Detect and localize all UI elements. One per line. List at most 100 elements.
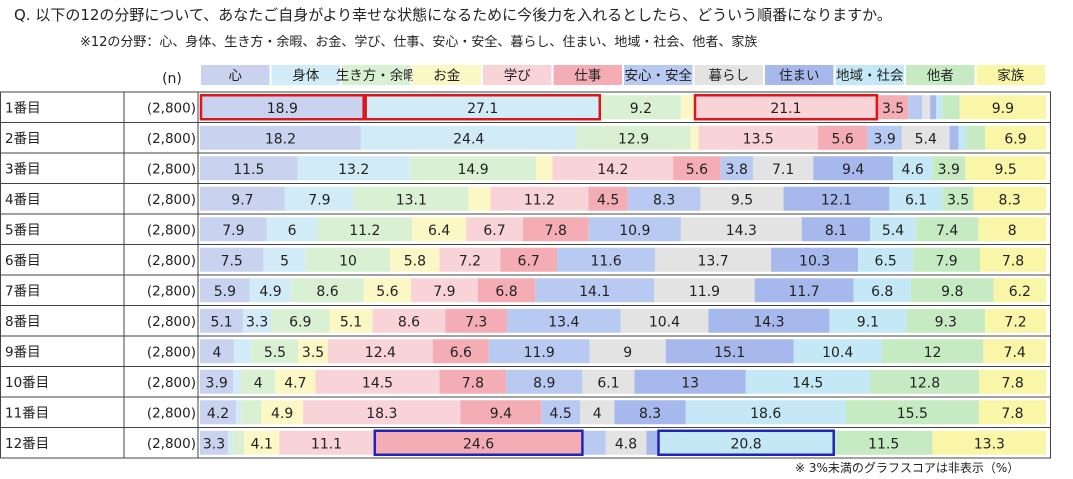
data-label: 6.2 xyxy=(1009,284,1031,300)
row-label: 7番目 xyxy=(5,283,41,299)
data-label: 9.8 xyxy=(941,284,963,300)
data-label: 4 xyxy=(593,406,602,422)
data-label: 3.9 xyxy=(874,131,896,147)
legend-label: 住まい xyxy=(779,68,820,84)
data-label: 9.1 xyxy=(857,314,879,330)
bar-segment xyxy=(583,430,606,455)
bar-segment xyxy=(932,156,966,181)
bar-segment xyxy=(200,308,244,333)
legend-swatch xyxy=(624,65,693,85)
data-label: 7.8 xyxy=(1001,406,1023,422)
bar-segment xyxy=(959,95,1046,120)
bar-segment xyxy=(930,95,937,120)
data-label: 4.5 xyxy=(550,406,572,422)
data-label: 13.7 xyxy=(698,253,729,269)
legend-label: お金 xyxy=(433,68,460,84)
bar-segment xyxy=(243,308,272,333)
bar-segment xyxy=(834,430,933,455)
row-n: (2,800) xyxy=(147,283,196,299)
bar-segment xyxy=(605,430,647,455)
bar-segment xyxy=(291,278,364,303)
question-title: Q. 以下の12の分野について、あなたご自身がより幸せな状態になるために今後力を… xyxy=(14,6,892,24)
bar-segment xyxy=(266,217,318,242)
bar-segment xyxy=(665,339,794,364)
bar-segment xyxy=(200,217,267,242)
bar-segment xyxy=(655,247,772,272)
data-label: 13.4 xyxy=(548,314,579,330)
data-label: 8.6 xyxy=(398,314,420,330)
data-label: 5.6 xyxy=(376,284,398,300)
data-label: 11.5 xyxy=(233,162,264,178)
bar-segment xyxy=(942,95,960,120)
bar-segment xyxy=(315,369,440,394)
bar-segment xyxy=(200,339,234,364)
bar-segment xyxy=(390,247,440,272)
bar-segment xyxy=(908,95,923,120)
bar-segment xyxy=(200,156,298,181)
data-label: 10.3 xyxy=(799,253,830,269)
bar-segment xyxy=(364,95,601,120)
bar-segment xyxy=(589,339,666,364)
bar-segment xyxy=(372,308,446,333)
data-label: 6.9 xyxy=(1004,131,1026,147)
data-label: 6.8 xyxy=(495,284,517,300)
data-label: 20.8 xyxy=(731,436,762,452)
bar-segment xyxy=(329,308,373,333)
data-label: 3.3 xyxy=(246,314,268,330)
bar-segment xyxy=(200,95,365,120)
bar-segment xyxy=(233,339,252,364)
bar-segment xyxy=(889,186,943,211)
highlight-boxes xyxy=(199,94,879,456)
legend-swatch xyxy=(201,65,270,85)
data-label: 18.2 xyxy=(265,131,296,147)
bar-segment xyxy=(506,369,583,394)
row-label: 6番目 xyxy=(5,253,41,269)
row-label: 9番目 xyxy=(5,344,41,360)
bar-segment xyxy=(813,156,894,181)
bar-segment xyxy=(373,430,584,455)
bar-segment xyxy=(275,369,316,394)
data-label: 3.5 xyxy=(302,345,324,361)
data-label: 14.3 xyxy=(753,314,784,330)
data-label: 6.1 xyxy=(905,192,927,208)
bar-segment xyxy=(445,308,508,333)
row-label: 2番目 xyxy=(5,131,41,147)
bar-segment xyxy=(877,95,909,120)
data-label: 6.6 xyxy=(450,345,472,361)
bar-segment xyxy=(853,278,911,303)
data-label: 11.5 xyxy=(868,436,899,452)
legend-swatch xyxy=(342,65,411,85)
bar-segment xyxy=(233,369,242,394)
data-label: 8.1 xyxy=(825,223,847,239)
data-label: 4.1 xyxy=(251,436,273,452)
data-label: 11.9 xyxy=(689,284,720,300)
field-list-note: ※12の分野：心、身体、生き方・余暇、お金、学び、仕事、安心・安全、暮らし、住ま… xyxy=(80,35,758,50)
bar-segment xyxy=(745,369,870,394)
data-label: 5 xyxy=(280,253,289,269)
data-label: 3.5 xyxy=(882,101,904,117)
bar-segment xyxy=(507,308,621,333)
highlight-box xyxy=(199,94,365,121)
data-label: 5.6 xyxy=(686,162,708,178)
data-label: 6.9 xyxy=(289,314,311,330)
bar-segment xyxy=(232,430,245,455)
data-label: 7.8 xyxy=(1002,253,1024,269)
data-label: 3.9 xyxy=(206,375,228,391)
data-label: 8.3 xyxy=(999,192,1021,208)
bar-segment xyxy=(915,217,979,242)
bar-segment xyxy=(793,339,882,364)
data-label: 7.2 xyxy=(459,253,481,269)
data-label: 8.3 xyxy=(653,192,675,208)
bar-segment xyxy=(588,217,681,242)
bar-segment xyxy=(965,156,1046,181)
highlight-box xyxy=(693,94,879,121)
highlight-box xyxy=(364,94,602,121)
bar-segment xyxy=(200,430,229,455)
data-label: 12 xyxy=(924,345,942,361)
bar-segment xyxy=(522,217,589,242)
bar-segment xyxy=(580,400,615,425)
legend-label: 他者 xyxy=(927,68,954,84)
bar-segment xyxy=(261,400,304,425)
row-label: 3番目 xyxy=(5,161,41,177)
data-label: 21.1 xyxy=(770,101,801,117)
